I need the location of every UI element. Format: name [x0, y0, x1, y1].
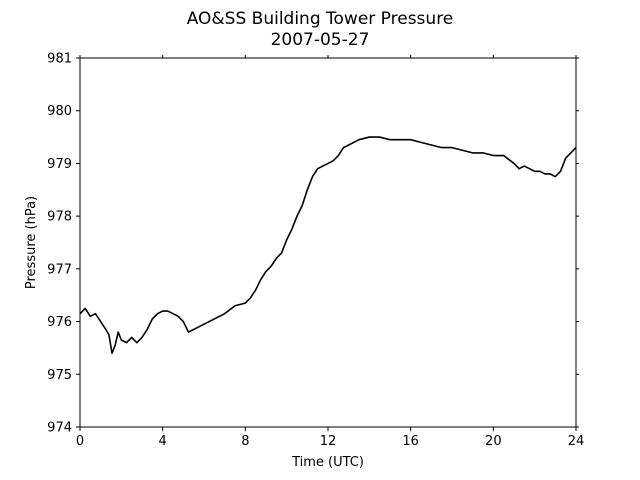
ticks-layer: 0 4 8 12 16 20 24 974 975 976 977 978 979 980 981	[47, 52, 584, 450]
chart-subtitle: 2007-05-27	[271, 30, 370, 50]
x-tick-label: 0	[76, 434, 84, 449]
x-tick-label: 8	[241, 434, 249, 449]
pressure-series-line	[79, 136, 577, 355]
y-axis-label: Pressure (hPa)	[24, 196, 39, 289]
y-tick-label: 974	[47, 421, 72, 436]
plot-frame	[79, 57, 577, 428]
y-tick-label: 975	[47, 368, 72, 383]
y-tick-label: 978	[47, 210, 72, 225]
y-tick-label: 981	[47, 52, 72, 67]
x-tick-label: 12	[320, 434, 337, 449]
x-tick-label: 20	[485, 434, 502, 449]
x-tick-label: 4	[159, 434, 167, 449]
x-tick-label: 24	[568, 434, 585, 449]
chart-title: AO&SS Building Tower Pressure	[187, 9, 454, 29]
y-tick-label: 976	[47, 315, 72, 330]
series-layer	[79, 136, 577, 355]
y-tick-label: 977	[47, 262, 72, 277]
x-tick-label: 16	[402, 434, 419, 449]
x-axis-label: Time (UTC)	[291, 455, 364, 470]
y-tick-label: 979	[47, 157, 72, 172]
y-tick-label: 980	[47, 104, 72, 119]
